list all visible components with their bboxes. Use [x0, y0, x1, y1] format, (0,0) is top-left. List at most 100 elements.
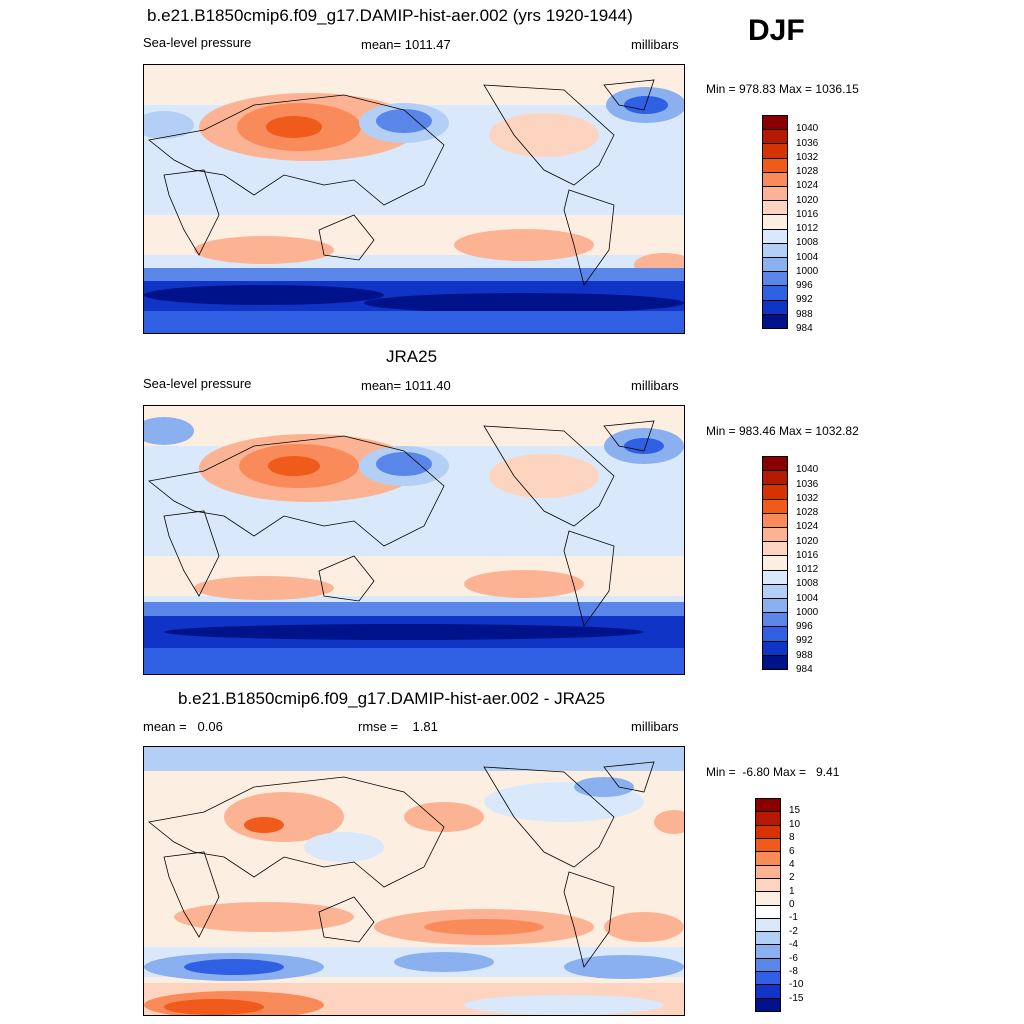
- panel-3-rmse-label: rmse = 1.81: [358, 719, 438, 734]
- panel-1-minmax: Min = 978.83 Max = 1036.15: [706, 82, 859, 96]
- colorbar-segment: [756, 972, 780, 986]
- colorbar-segment: [756, 799, 780, 813]
- panel-2-units-label: millibars: [631, 378, 679, 393]
- panel-3-mean-label: mean = 0.06: [143, 719, 223, 734]
- colorbar-segment: [756, 825, 780, 839]
- colorbar-tick-label: 988: [796, 649, 813, 661]
- colorbar-tick-label: 1012: [796, 223, 819, 235]
- colorbar-tick-label: 1024: [796, 521, 819, 533]
- colorbar-segment: [763, 300, 787, 315]
- colorbar-segment: [763, 627, 787, 642]
- colorbar-segment: [763, 471, 787, 486]
- colorbar-tick-label: -4: [789, 939, 798, 951]
- colorbar-segment: [763, 144, 787, 159]
- colorbar-tick-label: 15: [789, 805, 801, 817]
- colorbar-tick-label: 6: [789, 845, 795, 857]
- colorbar-segment: [756, 918, 780, 933]
- colorbar-tick-label: 1000: [796, 265, 819, 277]
- colorbar-segment: [763, 584, 787, 600]
- panel-1-mean-label: mean= 1011.47: [361, 37, 451, 52]
- panel-2-colorbar: [762, 456, 788, 670]
- colorbar-tick-label: 1040: [796, 123, 819, 135]
- colorbar-segment: [763, 130, 787, 145]
- colorbar-tick-label: 996: [796, 621, 813, 633]
- colorbar-tick-label: 984: [796, 664, 813, 675]
- panel-1-map: [143, 64, 685, 334]
- colorbar-segment: [756, 865, 780, 879]
- panel-1-map-field: [144, 65, 684, 333]
- colorbar-tick-label: 4: [789, 858, 795, 870]
- colorbar-segment: [756, 892, 780, 906]
- colorbar-segment: [756, 852, 780, 866]
- colorbar-tick-label: 10: [789, 818, 801, 830]
- colorbar-segment: [763, 485, 787, 500]
- colorbar-tick-label: 992: [796, 635, 813, 647]
- colorbar-tick-label: 1016: [796, 549, 819, 561]
- colorbar-segment: [756, 838, 780, 853]
- colorbar-segment: [763, 229, 787, 244]
- colorbar-tick-label: 1004: [796, 251, 819, 263]
- panel-3-units-label: millibars: [631, 719, 679, 734]
- colorbar-segment: [763, 570, 787, 585]
- colorbar-segment: [763, 655, 787, 670]
- colorbar-segment: [763, 158, 787, 173]
- panel-3-map: [143, 746, 685, 1016]
- colorbar-segment: [756, 905, 780, 919]
- panel-2-map: [143, 405, 685, 675]
- colorbar-tick-label: 1012: [796, 564, 819, 576]
- colorbar-segment: [756, 932, 780, 946]
- colorbar-tick-label: 1020: [796, 535, 819, 547]
- colorbar-tick-label: 1040: [796, 464, 819, 476]
- colorbar-tick-label: 1004: [796, 592, 819, 604]
- colorbar-tick-label: 1: [789, 885, 795, 897]
- colorbar-tick-label: 1008: [796, 578, 819, 590]
- panel-2-mean-label: mean= 1011.40: [361, 378, 451, 393]
- colorbar-tick-label: 1000: [796, 606, 819, 618]
- colorbar-tick-label: -10: [789, 979, 804, 991]
- colorbar-segment: [756, 958, 780, 973]
- colorbar-segment: [763, 116, 787, 131]
- colorbar-segment: [756, 878, 780, 893]
- colorbar-tick-label: 0: [789, 899, 795, 910]
- colorbar-tick-label: -1: [789, 912, 798, 924]
- panel-2-variable-label: Sea-level pressure: [143, 376, 252, 391]
- colorbar-tick-label: 996: [796, 280, 813, 292]
- colorbar-tick-label: 1032: [796, 492, 819, 504]
- colorbar-segment: [763, 599, 787, 614]
- colorbar-segment: [763, 542, 787, 557]
- panel-3-minmax: Min = -6.80 Max = 9.41: [706, 765, 840, 779]
- colorbar-tick-label: -2: [789, 925, 798, 937]
- colorbar-tick-label: 984: [796, 323, 813, 334]
- panel-2-minmax: Min = 983.46 Max = 1032.82: [706, 424, 859, 438]
- colorbar-tick-label: 1036: [796, 478, 819, 490]
- colorbar-segment: [763, 286, 787, 301]
- colorbar-segment: [763, 457, 787, 472]
- colorbar-segment: [763, 513, 787, 529]
- colorbar-tick-label: -8: [789, 965, 798, 977]
- season-label: DJF: [748, 14, 805, 47]
- colorbar-segment: [756, 945, 780, 959]
- colorbar-tick-label: -6: [789, 952, 798, 964]
- colorbar-tick-label: 1036: [796, 137, 819, 149]
- colorbar-tick-label: 8: [789, 832, 795, 844]
- colorbar-segment: [763, 641, 787, 656]
- colorbar-tick-label: -15: [789, 992, 804, 1004]
- colorbar-segment: [763, 556, 787, 571]
- colorbar-tick-label: 1024: [796, 180, 819, 192]
- colorbar-segment: [763, 201, 787, 216]
- panel-1-variable-label: Sea-level pressure: [143, 35, 252, 50]
- colorbar-tick-label: 992: [796, 294, 813, 306]
- colorbar-tick-label: 2: [789, 872, 795, 884]
- colorbar-segment: [763, 172, 787, 188]
- colorbar-segment: [763, 499, 787, 514]
- colorbar-segment: [763, 243, 787, 259]
- colorbar-segment: [756, 998, 780, 1011]
- panel-1-title: b.e21.B1850cmip6.f09_g17.DAMIP-hist-aer.…: [147, 6, 633, 25]
- colorbar-segment: [763, 314, 787, 329]
- colorbar-tick-label: 988: [796, 308, 813, 320]
- colorbar-segment: [763, 258, 787, 273]
- colorbar-segment: [763, 215, 787, 230]
- colorbar-segment: [756, 985, 780, 999]
- panel-1-colorbar: [762, 115, 788, 329]
- colorbar-segment: [756, 812, 780, 826]
